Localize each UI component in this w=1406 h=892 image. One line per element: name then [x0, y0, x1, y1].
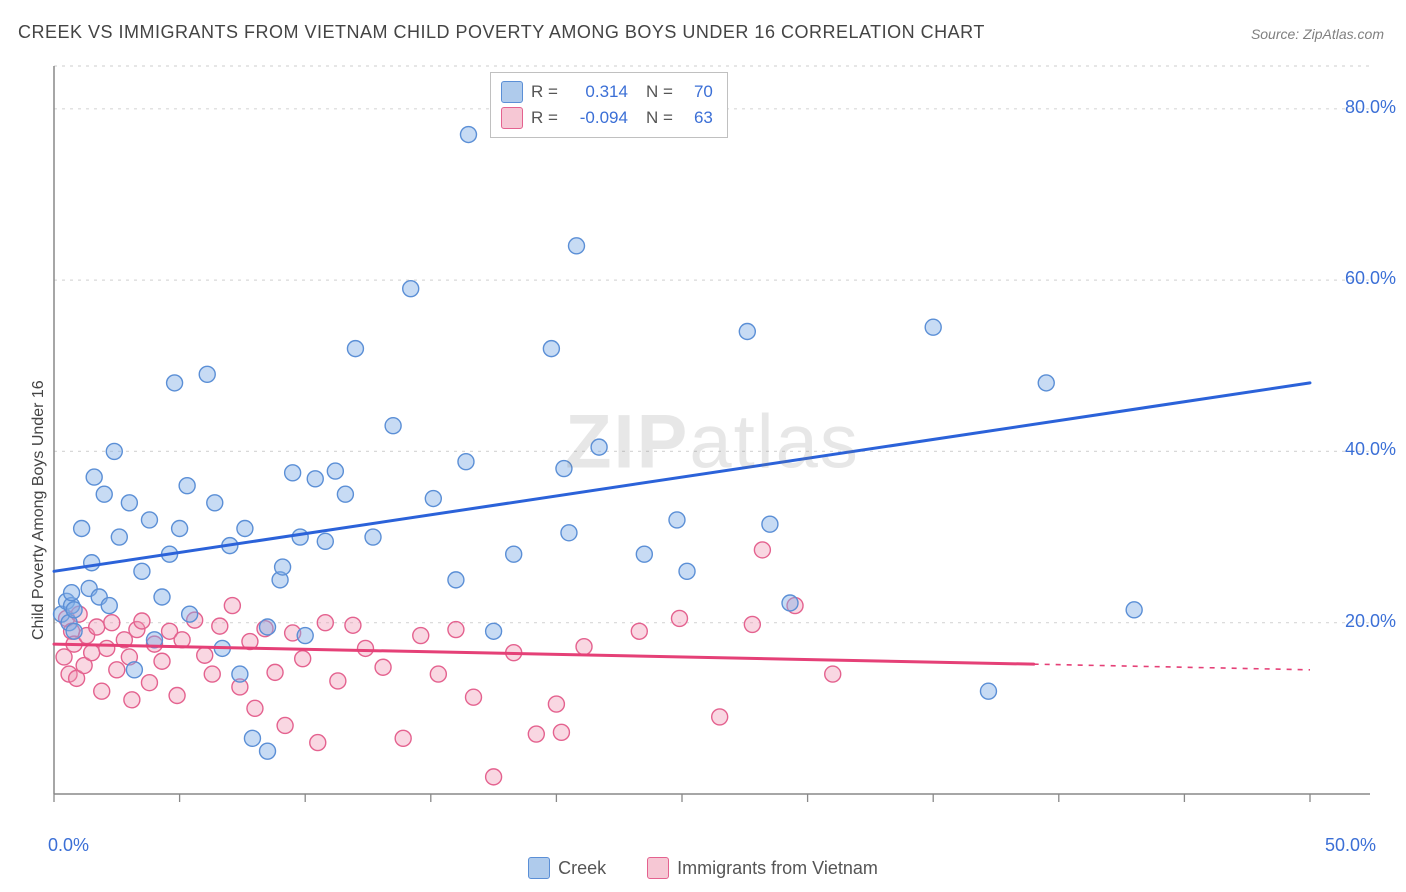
y-tick-label: 20.0%: [1345, 611, 1396, 632]
y-axis-label: Child Poverty Among Boys Under 16: [30, 380, 48, 640]
r-value-vietnam: -0.094: [566, 105, 628, 131]
stats-row-vietnam: R = -0.094 N = 63: [501, 105, 713, 131]
stats-row-creek: R = 0.314 N = 70: [501, 79, 713, 105]
bottom-legend: Creek Immigrants from Vietnam: [0, 857, 1406, 884]
source-attribution: Source: ZipAtlas.com: [1251, 26, 1384, 42]
y-tick-label: 80.0%: [1345, 97, 1396, 118]
swatch-pink-icon: [647, 857, 669, 879]
legend-label: Immigrants from Vietnam: [677, 858, 878, 879]
n-label: N =: [646, 79, 673, 105]
scatter-svg: [50, 62, 1375, 822]
plot-area: ZIPatlas R = 0.314 N = 70 R = -0.094 N =…: [50, 62, 1375, 822]
legend-item-creek: Creek: [528, 857, 606, 879]
swatch-blue-icon: [501, 81, 523, 103]
legend-label: Creek: [558, 858, 606, 879]
r-value-creek: 0.314: [566, 79, 628, 105]
y-tick-label: 40.0%: [1345, 439, 1396, 460]
legend-item-vietnam: Immigrants from Vietnam: [647, 857, 878, 879]
y-tick-label: 60.0%: [1345, 268, 1396, 289]
r-label: R =: [531, 105, 558, 131]
x-axis-max-label: 50.0%: [1325, 835, 1376, 856]
stats-legend: R = 0.314 N = 70 R = -0.094 N = 63: [490, 72, 728, 138]
x-axis-min-label: 0.0%: [48, 835, 89, 856]
chart-title: CREEK VS IMMIGRANTS FROM VIETNAM CHILD P…: [18, 22, 985, 43]
r-label: R =: [531, 79, 558, 105]
n-value-vietnam: 63: [681, 105, 713, 131]
swatch-pink-icon: [501, 107, 523, 129]
swatch-blue-icon: [528, 857, 550, 879]
n-label: N =: [646, 105, 673, 131]
n-value-creek: 70: [681, 79, 713, 105]
